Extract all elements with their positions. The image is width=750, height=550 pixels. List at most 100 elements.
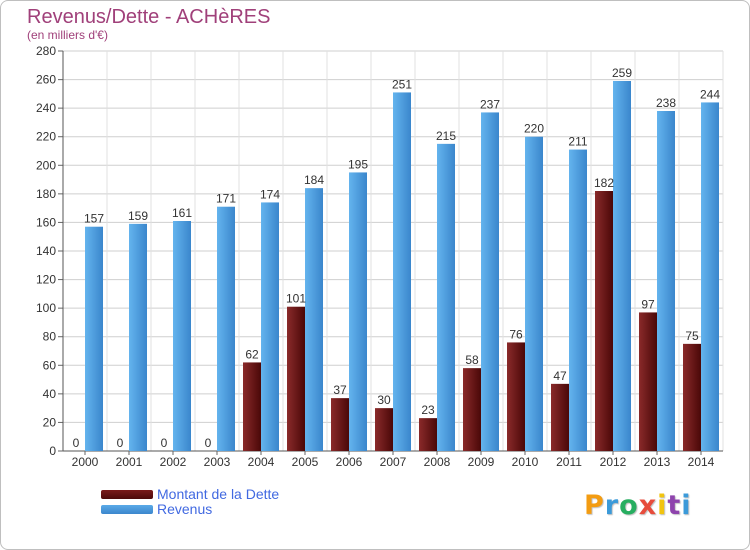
y-tick-label: 160 bbox=[36, 215, 56, 229]
x-tick-label: 2012 bbox=[600, 455, 627, 469]
bar-revenus bbox=[701, 102, 719, 451]
bar-revenus bbox=[173, 221, 191, 451]
data-label-revenus: 237 bbox=[480, 97, 500, 111]
data-label-revenus: 174 bbox=[260, 187, 280, 201]
data-label-dette: 47 bbox=[553, 369, 567, 383]
logo-letter: i bbox=[657, 490, 668, 521]
data-label-revenus: 171 bbox=[216, 192, 236, 206]
x-tick-label: 2000 bbox=[72, 455, 99, 469]
data-label-dette: 0 bbox=[117, 436, 124, 450]
data-label-dette: 182 bbox=[594, 176, 614, 190]
logo-letter: t bbox=[667, 490, 682, 521]
bar-dette bbox=[463, 368, 481, 451]
bar-dette bbox=[683, 343, 701, 451]
data-label-dette: 75 bbox=[685, 329, 699, 343]
data-label-revenus: 244 bbox=[700, 87, 720, 101]
data-label-dette: 37 bbox=[333, 383, 347, 397]
bar-revenus bbox=[129, 223, 147, 451]
y-tick-label: 40 bbox=[43, 387, 57, 401]
y-tick-label: 60 bbox=[43, 358, 57, 372]
data-label-dette: 23 bbox=[421, 403, 435, 417]
x-tick-label: 2011 bbox=[556, 455, 582, 469]
x-tick-label: 2008 bbox=[424, 455, 451, 469]
data-label-dette: 76 bbox=[509, 327, 523, 341]
x-tick-label: 2005 bbox=[292, 455, 319, 469]
logo-letter: o bbox=[619, 490, 639, 521]
x-tick-label: 2002 bbox=[160, 455, 187, 469]
bar-revenus bbox=[613, 81, 631, 451]
y-tick-label: 200 bbox=[36, 158, 56, 172]
logo-letter: i bbox=[681, 490, 692, 521]
bar-revenus bbox=[393, 92, 411, 451]
legend-label-dette: Montant de la Dette bbox=[157, 486, 280, 502]
chart-title: Revenus/Dette - ACHèRES bbox=[27, 6, 271, 28]
bar-revenus bbox=[217, 206, 235, 451]
bar-dette bbox=[243, 362, 261, 451]
y-tick-label: 180 bbox=[36, 187, 56, 201]
y-tick-label: 100 bbox=[36, 301, 56, 315]
x-tick-label: 2010 bbox=[512, 455, 539, 469]
x-tick-label: 2004 bbox=[248, 455, 275, 469]
data-label-revenus: 238 bbox=[656, 96, 676, 110]
data-label-revenus: 157 bbox=[84, 212, 104, 226]
y-tick-label: 260 bbox=[36, 73, 56, 87]
data-label-revenus: 161 bbox=[172, 206, 192, 220]
y-tick-label: 240 bbox=[36, 101, 56, 115]
bar-dette bbox=[507, 342, 525, 451]
data-label-dette: 30 bbox=[377, 393, 391, 407]
x-tick-label: 2006 bbox=[336, 455, 363, 469]
y-tick-label: 120 bbox=[36, 273, 56, 287]
bar-dette bbox=[595, 191, 613, 451]
bar-dette bbox=[551, 383, 569, 451]
bar-dette bbox=[287, 306, 305, 451]
logo-letter: x bbox=[638, 490, 658, 521]
legend-label-revenus: Revenus bbox=[157, 501, 213, 517]
data-label-revenus: 195 bbox=[348, 157, 368, 171]
bar-revenus bbox=[85, 226, 103, 451]
data-label-dette: 97 bbox=[641, 297, 655, 311]
x-tick-label: 2007 bbox=[380, 455, 407, 469]
data-label-revenus: 220 bbox=[524, 122, 544, 136]
proxiti-logo: Proxiti bbox=[584, 490, 692, 521]
y-tick-label: 140 bbox=[36, 244, 56, 258]
data-label-dette: 0 bbox=[73, 436, 80, 450]
data-label-dette: 62 bbox=[245, 347, 259, 361]
data-label-revenus: 251 bbox=[392, 77, 412, 91]
bar-revenus bbox=[261, 202, 279, 451]
bar-revenus bbox=[349, 172, 367, 451]
x-tick-label: 2014 bbox=[688, 455, 715, 469]
data-label-revenus: 184 bbox=[304, 173, 324, 187]
data-label-revenus: 211 bbox=[568, 135, 587, 149]
data-label-dette: 0 bbox=[161, 436, 168, 450]
bar-revenus bbox=[525, 136, 543, 451]
bar-revenus bbox=[657, 111, 675, 451]
y-tick-label: 20 bbox=[43, 415, 57, 429]
data-label-revenus: 259 bbox=[612, 66, 632, 80]
y-tick-label: 280 bbox=[36, 44, 56, 58]
y-tick-label: 220 bbox=[36, 130, 56, 144]
bar-dette bbox=[419, 418, 437, 451]
bar-revenus bbox=[481, 112, 499, 451]
y-tick-label: 80 bbox=[43, 330, 57, 344]
data-label-dette: 0 bbox=[205, 436, 212, 450]
data-label-dette: 101 bbox=[286, 292, 306, 306]
data-label-dette: 58 bbox=[465, 353, 479, 367]
bar-revenus bbox=[305, 188, 323, 451]
logo-letter: r bbox=[604, 490, 620, 521]
data-label-revenus: 159 bbox=[128, 209, 148, 223]
x-tick-label: 2013 bbox=[644, 455, 671, 469]
x-tick-label: 2003 bbox=[204, 455, 231, 469]
data-label-revenus: 215 bbox=[436, 129, 456, 143]
bar-revenus bbox=[569, 149, 587, 452]
x-tick-label: 2001 bbox=[116, 455, 143, 469]
legend-swatch-revenus bbox=[101, 505, 153, 514]
y-tick-label: 0 bbox=[49, 444, 56, 458]
logo-letter: P bbox=[584, 490, 605, 521]
x-tick-label: 2009 bbox=[468, 455, 495, 469]
legend-swatch-dette bbox=[101, 490, 153, 499]
chart-subtitle: (en milliers d'€) bbox=[27, 28, 108, 42]
bar-revenus bbox=[437, 143, 455, 451]
bar-dette bbox=[375, 408, 393, 451]
